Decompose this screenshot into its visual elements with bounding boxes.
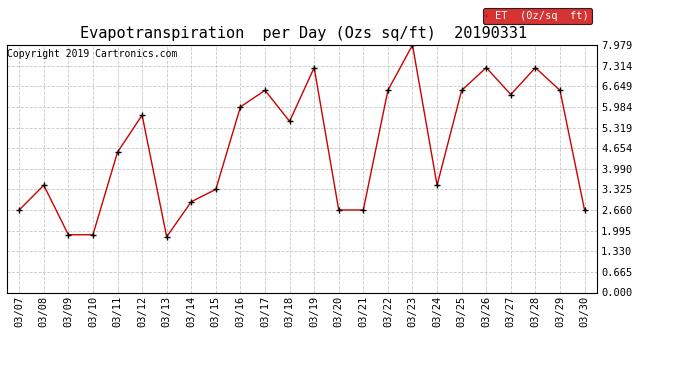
Text: Copyright 2019 Cartronics.com: Copyright 2019 Cartronics.com <box>7 49 177 59</box>
Text: Evapotranspiration  per Day (Ozs sq/ft)  20190331: Evapotranspiration per Day (Ozs sq/ft) 2… <box>80 26 527 41</box>
Legend: ET  (0z/sq  ft): ET (0z/sq ft) <box>483 8 591 24</box>
